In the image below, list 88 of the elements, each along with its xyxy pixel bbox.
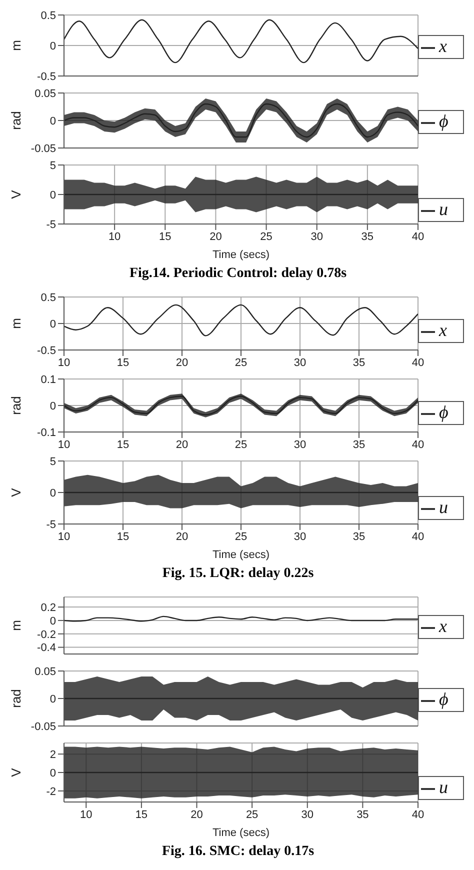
y-tick-label: 0 bbox=[50, 318, 56, 330]
y-tick-label: 0 bbox=[50, 40, 56, 52]
y-tick-label: 0.05 bbox=[34, 88, 56, 100]
legend-label: x bbox=[439, 320, 447, 340]
legend-label: u bbox=[439, 497, 448, 517]
y-axis-title: m bbox=[8, 620, 24, 631]
x-tick-label: 20 bbox=[176, 530, 188, 543]
y-axis-title: V bbox=[8, 488, 24, 497]
x-tick-label: 10 bbox=[80, 808, 92, 821]
x-tick-label: 40 bbox=[412, 438, 424, 451]
x-tick-label: 25 bbox=[234, 356, 248, 369]
caption: Fig. 15. LQR: delay 0.22s bbox=[161, 565, 315, 583]
y-tick-label: 0 bbox=[50, 189, 56, 202]
legend-label: ϕ bbox=[439, 689, 448, 709]
x-tick-label: 40 bbox=[412, 230, 424, 243]
legend-label: ϕ bbox=[439, 402, 448, 422]
x-tick-label: 10 bbox=[58, 438, 70, 451]
y-tick-label: 0 bbox=[50, 400, 56, 412]
x-tick-label: 15 bbox=[116, 438, 130, 451]
x-tick-label: 10 bbox=[58, 530, 70, 543]
legend-label: x bbox=[439, 36, 447, 56]
x-axis-title: Time (secs) bbox=[212, 827, 270, 839]
x-tick-label: 20 bbox=[176, 438, 188, 451]
x-axis-title: Time (secs) bbox=[212, 249, 270, 261]
y-tick-label: 0.2 bbox=[40, 602, 56, 614]
y-axis-title: rad bbox=[8, 689, 24, 708]
y-tick-label: -0.1 bbox=[37, 426, 56, 439]
line-series bbox=[64, 304, 418, 336]
y-tick-label: 0 bbox=[50, 115, 56, 128]
x-tick-label: 25 bbox=[234, 530, 248, 543]
x-axis-title: Time (secs) bbox=[212, 549, 270, 561]
x-tick-label: 40 bbox=[412, 356, 424, 369]
x-tick-label: 20 bbox=[210, 230, 222, 243]
y-tick-label: -0.05 bbox=[30, 720, 56, 733]
y-tick-label: 0.05 bbox=[34, 666, 56, 678]
y-axis-title: m bbox=[8, 318, 24, 329]
x-tick-label: 40 bbox=[412, 530, 424, 543]
x-tick-label: 35 bbox=[352, 438, 366, 451]
x-tick-label: 20 bbox=[176, 356, 188, 369]
y-tick-label: -5 bbox=[46, 218, 56, 231]
y-tick-label: 2 bbox=[50, 748, 56, 761]
y-tick-label: -2 bbox=[46, 786, 56, 798]
x-tick-label: 35 bbox=[361, 230, 374, 243]
caption: Fig.14. Periodic Control: delay 0.78s bbox=[128, 265, 348, 283]
x-tick-label: 35 bbox=[352, 530, 366, 543]
x-tick-label: 35 bbox=[352, 356, 366, 369]
y-tick-label: -5 bbox=[46, 518, 56, 531]
y-tick-label: 5 bbox=[50, 160, 56, 172]
y-tick-label: 0 bbox=[50, 693, 56, 706]
x-tick-label: 40 bbox=[412, 808, 424, 821]
y-tick-label: 0 bbox=[50, 487, 56, 500]
x-tick-label: 25 bbox=[234, 438, 248, 451]
x-tick-label: 15 bbox=[116, 530, 130, 543]
caption: Fig. 16. SMC: delay 0.17s bbox=[160, 843, 316, 861]
y-tick-label: -0.05 bbox=[30, 142, 56, 155]
y-tick-label: 5 bbox=[50, 456, 56, 468]
y-tick-label: 0.5 bbox=[40, 292, 56, 304]
x-tick-label: 25 bbox=[246, 808, 258, 821]
y-tick-label: -0.4 bbox=[37, 642, 56, 654]
y-tick-label: 0 bbox=[50, 767, 56, 780]
x-tick-label: 15 bbox=[135, 808, 148, 821]
x-tick-label: 30 bbox=[294, 530, 306, 543]
x-tick-label: 10 bbox=[108, 230, 121, 243]
y-tick-label: -0.5 bbox=[37, 70, 56, 83]
legend-label: u bbox=[439, 777, 448, 797]
y-tick-label: 0 bbox=[50, 615, 56, 628]
y-tick-label: -0.2 bbox=[37, 628, 56, 641]
legend-label: u bbox=[439, 199, 448, 219]
legend-label: x bbox=[439, 616, 447, 636]
y-axis-title: V bbox=[8, 190, 24, 199]
x-tick-label: 30 bbox=[301, 808, 314, 821]
y-axis-title: V bbox=[8, 768, 24, 777]
x-tick-label: 35 bbox=[356, 808, 369, 821]
x-tick-label: 30 bbox=[294, 356, 306, 369]
x-tick-label: 20 bbox=[190, 808, 203, 821]
y-tick-label: 0.1 bbox=[40, 374, 56, 386]
x-tick-label: 30 bbox=[294, 438, 306, 451]
x-tick-label: 10 bbox=[58, 356, 70, 369]
y-axis-title: rad bbox=[8, 111, 24, 130]
y-axis-title: rad bbox=[8, 396, 24, 415]
y-tick-label: -0.5 bbox=[37, 344, 56, 357]
x-tick-label: 15 bbox=[116, 356, 130, 369]
legend-label: ϕ bbox=[439, 111, 448, 131]
y-axis-title: m bbox=[8, 40, 24, 51]
x-tick-label: 15 bbox=[159, 230, 172, 243]
y-tick-label: 0.5 bbox=[40, 10, 56, 22]
x-tick-label: 25 bbox=[260, 230, 272, 243]
x-tick-label: 30 bbox=[310, 230, 323, 243]
